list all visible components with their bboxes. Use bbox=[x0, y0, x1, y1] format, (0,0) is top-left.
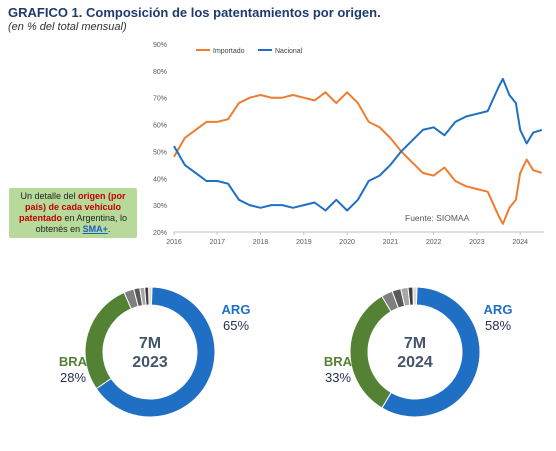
line-chart: 20% 30% 40% 50% 60% 70% 80% 90% 2016 2017 2018 2019… bbox=[153, 42, 544, 246]
slice-other bbox=[412, 286, 418, 306]
label-arg-name: ARG bbox=[484, 302, 513, 317]
chart-subtitle: (en % del total mensual) bbox=[8, 21, 127, 33]
legend-label-importado: Importado bbox=[213, 48, 245, 55]
x-tick-label: 2024 bbox=[512, 239, 528, 246]
callout-text-2: en Argentina, lo obtenés en bbox=[35, 213, 128, 234]
y-tick-label: 70% bbox=[153, 96, 167, 103]
x-tick-label: 2017 bbox=[209, 239, 225, 246]
source-note: Fuente: SIOMAA bbox=[405, 213, 470, 223]
callout-text-1: Un detalle del bbox=[20, 191, 79, 201]
label-arg-value: 65% bbox=[223, 318, 249, 333]
x-tick-label: 2018 bbox=[253, 239, 269, 246]
y-tick-label: 90% bbox=[153, 42, 167, 49]
legend-label-nacional: Nacional bbox=[275, 48, 303, 55]
donut-center-value: 7M bbox=[404, 335, 426, 352]
slice-arg bbox=[95, 286, 216, 418]
x-tick-label: 2023 bbox=[469, 239, 485, 246]
label-bra-name: BRA bbox=[59, 354, 88, 369]
sma-link[interactable]: SMA+ bbox=[82, 224, 108, 234]
chart-title: GRAFICO 1. Composición de los patentamie… bbox=[8, 5, 381, 20]
label-bra-value: 28% bbox=[60, 370, 86, 385]
x-tick-label: 2019 bbox=[296, 239, 312, 246]
y-tick-label: 40% bbox=[153, 176, 167, 183]
label-arg-value: 58% bbox=[485, 318, 511, 333]
series-line-importado bbox=[173, 91, 543, 225]
sma-callout: Un detalle del origen (por país) de cada… bbox=[9, 188, 137, 238]
x-tick-label: 2020 bbox=[339, 239, 355, 246]
label-bra-value: 33% bbox=[325, 370, 351, 385]
x-tick-label: 2022 bbox=[426, 239, 442, 246]
y-tick-label: 30% bbox=[153, 203, 167, 210]
y-tick-label: 60% bbox=[153, 123, 167, 130]
callout-highlight: origen (por país) de cada vehículo paten… bbox=[18, 191, 126, 223]
y-tick-label: 80% bbox=[153, 69, 167, 76]
donut-center-year: 2023 bbox=[132, 354, 168, 371]
x-tick-label: 2016 bbox=[166, 239, 182, 246]
slice-bra bbox=[349, 295, 392, 409]
series-line-nacional bbox=[173, 77, 543, 212]
label-bra-name: BRA bbox=[324, 354, 353, 369]
slice-arg bbox=[381, 286, 481, 418]
y-tick-label: 20% bbox=[153, 230, 167, 237]
donut-center-value: 7M bbox=[139, 335, 161, 352]
callout-text-3: . bbox=[107, 224, 111, 234]
x-tick-label: 2021 bbox=[383, 239, 399, 246]
donut-center-year: 2024 bbox=[397, 354, 433, 371]
label-arg-name: ARG bbox=[222, 302, 251, 317]
y-tick-label: 50% bbox=[153, 149, 167, 156]
slice-bra bbox=[84, 291, 132, 390]
slice-other bbox=[148, 286, 153, 306]
